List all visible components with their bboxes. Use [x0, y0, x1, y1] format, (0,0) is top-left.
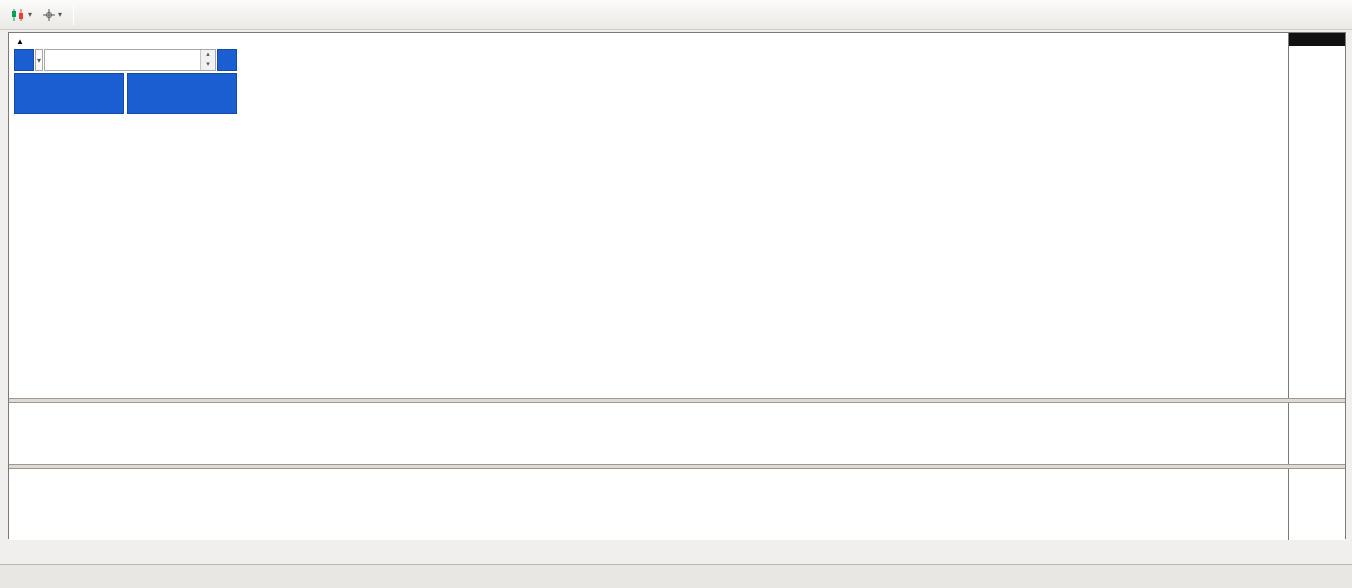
trade-panel-toggle-icon[interactable]: ▲ — [16, 37, 24, 46]
buy-button[interactable] — [216, 49, 237, 71]
chevron-down-icon: ▾ — [58, 10, 63, 19]
macd-axis[interactable] — [1289, 403, 1345, 464]
panel-splitter[interactable] — [9, 398, 1345, 403]
symbol-tab-bar — [0, 564, 1352, 588]
spinner-down-icon[interactable]: ▾ — [200, 60, 215, 70]
current-price-badge — [1289, 33, 1345, 46]
macd-label — [14, 405, 24, 416]
sell-price-button[interactable] — [14, 73, 124, 114]
axis-border — [1288, 403, 1289, 464]
axis-border — [1288, 469, 1289, 540]
toolbar-separator — [73, 4, 75, 25]
chart-title: ▲ — [16, 36, 33, 47]
rsi-axis[interactable] — [1289, 469, 1345, 540]
volume-input[interactable] — [44, 50, 200, 70]
sell-button[interactable] — [14, 49, 35, 71]
rsi-label — [14, 471, 19, 482]
macd-panel[interactable] — [9, 403, 1345, 464]
volume-dropdown-button[interactable]: ▾ — [35, 49, 43, 71]
axis-border — [1288, 33, 1289, 398]
price-axis[interactable] — [1289, 33, 1345, 398]
chevron-down-icon: ▾ — [28, 10, 33, 19]
chart-type-icon — [12, 8, 23, 21]
crosshair-icon — [43, 8, 56, 21]
price-chart-panel[interactable]: ▲ ▾ ▴ ▾ — [9, 33, 1345, 398]
spinner-up-icon[interactable]: ▴ — [200, 50, 215, 60]
volume-box: ▴ ▾ — [43, 49, 216, 71]
toolbar: ▾ ▾ — [0, 0, 1352, 30]
volume-spinner: ▴ ▾ — [199, 50, 215, 70]
chart-type-button[interactable]: ▾ — [5, 3, 37, 27]
buy-price-button[interactable] — [127, 73, 237, 114]
one-click-trading-panel: ▾ ▴ ▾ — [14, 49, 237, 114]
crosshair-button[interactable]: ▾ — [37, 3, 67, 27]
chevron-down-icon: ▾ — [36, 55, 41, 65]
time-axis[interactable] — [9, 541, 1289, 557]
panel-splitter[interactable] — [9, 464, 1345, 469]
rsi-panel[interactable] — [9, 469, 1345, 540]
chart-window: ▲ ▾ ▴ ▾ — [8, 32, 1346, 540]
